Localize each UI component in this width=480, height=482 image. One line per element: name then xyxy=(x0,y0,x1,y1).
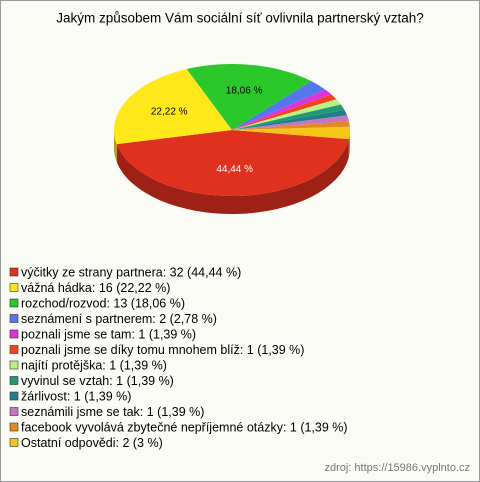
slice xyxy=(232,81,326,130)
legend-swatch xyxy=(9,283,19,292)
slice-side xyxy=(116,139,349,214)
legend-swatch xyxy=(9,314,19,323)
legend-swatch xyxy=(9,438,19,447)
slice xyxy=(232,94,337,130)
legend-label: výčitky ze strany partnera: 32 (44,44 %) xyxy=(21,265,241,279)
slice-side xyxy=(348,130,350,158)
legend-swatch xyxy=(9,376,19,385)
slice xyxy=(232,104,345,130)
legend-swatch xyxy=(9,407,19,416)
slice xyxy=(232,109,348,130)
legend-swatch xyxy=(9,329,19,339)
legend-label: vyvinul se vztah: 1 (1,39 %) xyxy=(21,374,174,388)
legend-label: Ostatní odpovědi: 2 (3 %) xyxy=(21,436,163,450)
legend-swatch xyxy=(9,345,19,354)
data-label: 18,06 % xyxy=(226,86,263,97)
legend-swatch xyxy=(9,298,19,308)
legend-label: facebook vyvolává zbytečné nepříjemné ot… xyxy=(21,420,348,434)
legend-swatch xyxy=(9,391,19,401)
data-label: 44,44 % xyxy=(216,164,253,175)
legend-swatch xyxy=(9,360,19,370)
chart-title: Jakým způsobem Vám sociální síť ovlivnil… xyxy=(56,11,423,26)
legend-swatch xyxy=(9,422,19,432)
slice xyxy=(116,130,349,196)
slice xyxy=(186,64,312,130)
slice-side xyxy=(114,130,117,163)
legend-label: žárlivost: 1 (1,39 %) xyxy=(21,389,131,403)
slice xyxy=(113,69,232,145)
legend-label: vážná hádka: 16 (22,22 %) xyxy=(21,281,170,295)
data-label: 22,22 % xyxy=(151,106,188,117)
legend-label: seznámení s partnerem: 2 (2,78 %) xyxy=(21,312,217,326)
source: zdroj: https://15986.vyplnto.cz xyxy=(324,462,470,474)
legend-label: rozchod/rozvod: 13 (18,06 %) xyxy=(21,296,185,310)
legend-swatch xyxy=(9,267,19,277)
slice xyxy=(232,121,350,130)
slice xyxy=(232,115,349,130)
legend-label: poznali jsme se tam: 1 (1,39 %) xyxy=(21,327,196,341)
legend-label: poznali jsme se díky tomu mnohem blíž: 1… xyxy=(21,343,304,357)
slice xyxy=(232,89,332,130)
legend-label: seznámili jsme se tak: 1 (1,39 %) xyxy=(21,405,204,419)
legend-label: najítí protějška: 1 (1,39 %) xyxy=(21,358,167,372)
slice xyxy=(232,99,341,130)
slice xyxy=(232,126,350,140)
